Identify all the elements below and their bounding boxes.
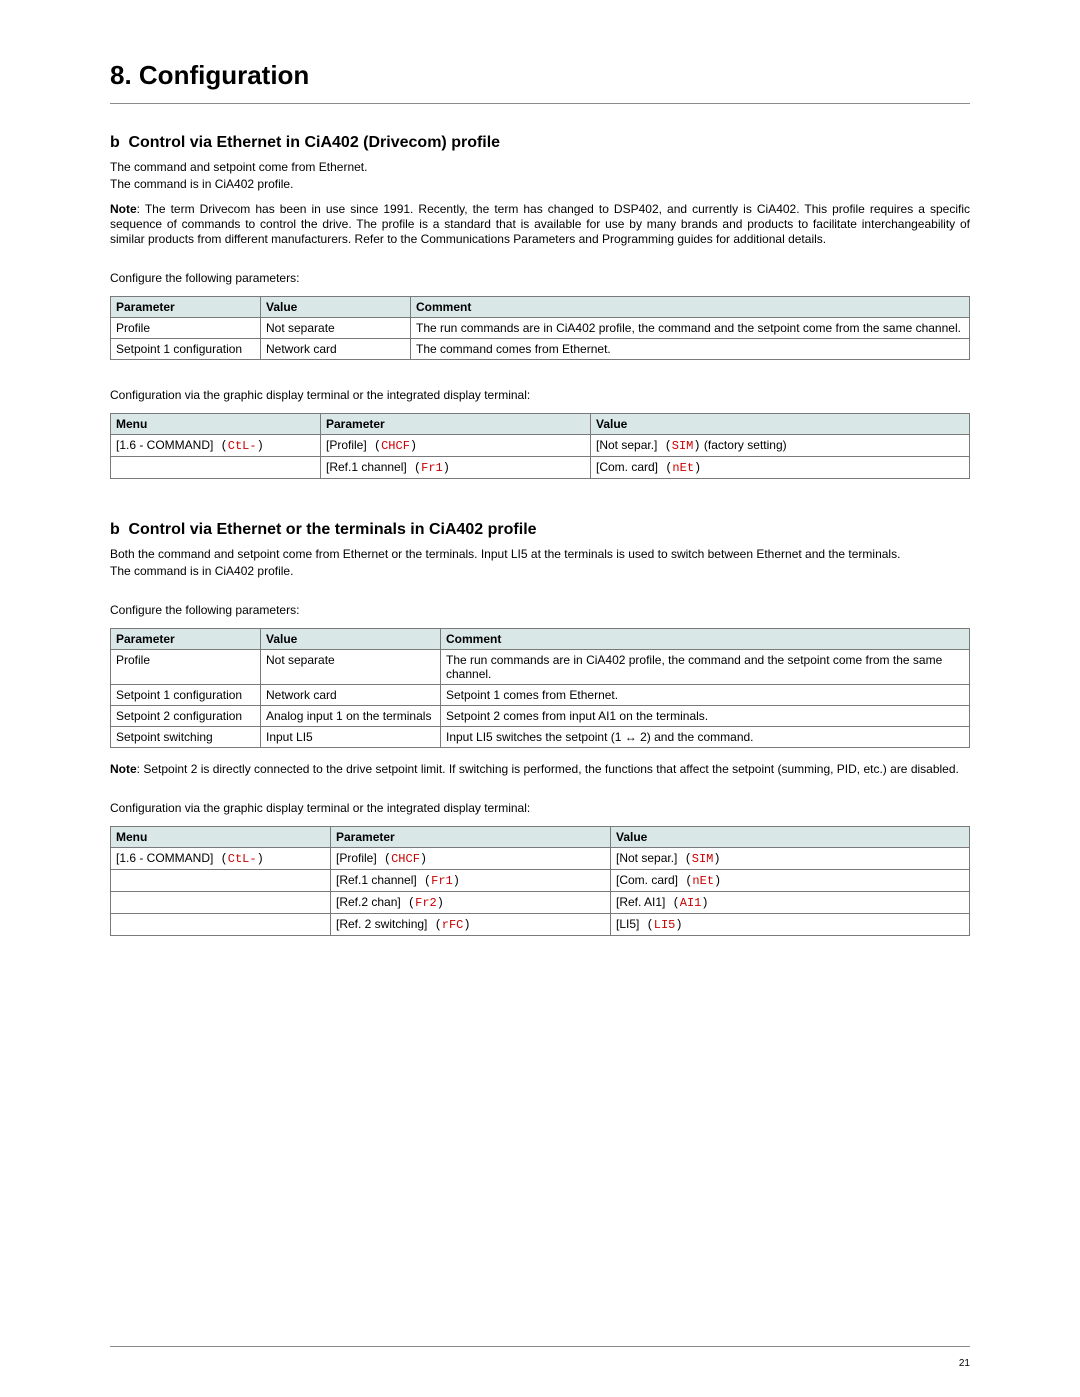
parameter-cell: [Ref.2 chan] (Fr2) — [331, 892, 611, 914]
table-cell: Input LI5 — [261, 727, 441, 748]
menu-cell: [1.6 - COMMAND] (CtL-) — [111, 848, 331, 870]
table-cell: Analog input 1 on the terminals — [261, 706, 441, 727]
table-header: Value — [611, 827, 970, 848]
table-row: [1.6 - COMMAND] (CtL-)[Profile] (CHCF)[N… — [111, 848, 970, 870]
parameter-cell: [Profile] (CHCF) — [331, 848, 611, 870]
table-cell: The run commands are in CiA402 profile, … — [411, 318, 970, 339]
value-cell: [Not separ.] (SIM) (factory setting) — [591, 435, 970, 457]
section2-title: Control via Ethernet or the terminals in… — [128, 521, 536, 538]
table-cell: Network card — [261, 685, 441, 706]
divider-top — [110, 103, 970, 104]
parameter-cell: [Ref.1 channel] (Fr1) — [331, 870, 611, 892]
table-row: ProfileNot separateThe run commands are … — [111, 318, 970, 339]
parameter-cell: [Ref. 2 switching] (rFC) — [331, 914, 611, 936]
table-header: Value — [591, 414, 970, 435]
note-text: : The term Drivecom has been in use sinc… — [110, 202, 970, 246]
section2-intro1: Both the command and setpoint come from … — [110, 547, 970, 562]
table-cell: Profile — [111, 650, 261, 685]
table-cell: Setpoint 1 configuration — [111, 339, 261, 360]
table-row: Setpoint switchingInput LI5Input LI5 swi… — [111, 727, 970, 748]
table-cell: Setpoint switching — [111, 727, 261, 748]
page-number: 21 — [959, 1358, 970, 1369]
note-label: Note — [110, 762, 137, 776]
section2-intro2: The command is in CiA402 profile. — [110, 564, 970, 579]
chapter-title: 8. Configuration — [110, 60, 970, 91]
section-marker: b — [110, 521, 124, 539]
section1-intro1: The command and setpoint come from Ether… — [110, 160, 970, 175]
table-row: [1.6 - COMMAND] (CtL-)[Profile] (CHCF)[N… — [111, 435, 970, 457]
table-header: Value — [261, 629, 441, 650]
section2-note: Note: Setpoint 2 is directly connected t… — [110, 762, 970, 777]
table-header: Value — [261, 297, 411, 318]
section-marker: b — [110, 134, 124, 152]
table-row: [Ref.1 channel] (Fr1)[Com. card] (nEt) — [111, 457, 970, 479]
table-header: Parameter — [111, 297, 261, 318]
parameter-cell: [Ref.1 channel] (Fr1) — [321, 457, 591, 479]
note-label: Note — [110, 202, 137, 216]
section1-title: Control via Ethernet in CiA402 (Drivecom… — [128, 134, 500, 151]
table-row: Setpoint 2 configurationAnalog input 1 o… — [111, 706, 970, 727]
menu-cell: [1.6 - COMMAND] (CtL-) — [111, 435, 321, 457]
menu-cell — [111, 892, 331, 914]
divider-bottom — [110, 1346, 970, 1347]
section1-intro2: The command is in CiA402 profile. — [110, 177, 970, 192]
table-header: Comment — [411, 297, 970, 318]
section2-configure-line: Configure the following parameters: — [110, 603, 970, 618]
table-row: Setpoint 1 configurationNetwork cardThe … — [111, 339, 970, 360]
section2-table1: ParameterValueCommentProfileNot separate… — [110, 628, 970, 748]
table-header: Parameter — [111, 629, 261, 650]
value-cell: [Com. card] (nEt) — [611, 870, 970, 892]
value-cell: [LI5] (LI5) — [611, 914, 970, 936]
table-cell: The command comes from Ethernet. — [411, 339, 970, 360]
table-header: Menu — [111, 414, 321, 435]
section2-heading: b Control via Ethernet or the terminals … — [110, 521, 970, 539]
table-row: ProfileNot separateThe run commands are … — [111, 650, 970, 685]
table-row: [Ref. 2 switching] (rFC)[LI5] (LI5) — [111, 914, 970, 936]
section1-configure-line: Configure the following parameters: — [110, 271, 970, 286]
section2-configvia: Configuration via the graphic display te… — [110, 801, 970, 816]
table-cell: Setpoint 1 configuration — [111, 685, 261, 706]
section2-table2: MenuParameterValue[1.6 - COMMAND] (CtL-)… — [110, 826, 970, 936]
table-header: Parameter — [331, 827, 611, 848]
section1-configvia: Configuration via the graphic display te… — [110, 388, 970, 403]
value-cell: [Ref. AI1] (AI1) — [611, 892, 970, 914]
table-row: Setpoint 1 configurationNetwork cardSetp… — [111, 685, 970, 706]
table-cell: Setpoint 2 comes from input AI1 on the t… — [441, 706, 970, 727]
table-cell: Not separate — [261, 318, 411, 339]
value-cell: [Com. card] (nEt) — [591, 457, 970, 479]
menu-cell — [111, 870, 331, 892]
table-header: Menu — [111, 827, 331, 848]
menu-cell — [111, 914, 331, 936]
table-cell: Input LI5 switches the setpoint (1 ↔ 2) … — [441, 727, 970, 748]
table-row: [Ref.1 channel] (Fr1)[Com. card] (nEt) — [111, 870, 970, 892]
section1-table2: MenuParameterValue[1.6 - COMMAND] (CtL-)… — [110, 413, 970, 479]
page: 8. Configuration b Control via Ethernet … — [0, 0, 1080, 1397]
table-cell: Profile — [111, 318, 261, 339]
parameter-cell: [Profile] (CHCF) — [321, 435, 591, 457]
menu-cell — [111, 457, 321, 479]
table-row: [Ref.2 chan] (Fr2)[Ref. AI1] (AI1) — [111, 892, 970, 914]
table-cell: Setpoint 2 configuration — [111, 706, 261, 727]
section1-table1: ParameterValueCommentProfileNot separate… — [110, 296, 970, 360]
table-cell: Network card — [261, 339, 411, 360]
table-cell: Not separate — [261, 650, 441, 685]
table-cell: Setpoint 1 comes from Ethernet. — [441, 685, 970, 706]
table-header: Parameter — [321, 414, 591, 435]
section1-note: Note: The term Drivecom has been in use … — [110, 202, 970, 247]
table-cell: The run commands are in CiA402 profile, … — [441, 650, 970, 685]
note-text: : Setpoint 2 is directly connected to th… — [137, 762, 959, 776]
section1-heading: b Control via Ethernet in CiA402 (Drivec… — [110, 134, 970, 152]
value-cell: [Not separ.] (SIM) — [611, 848, 970, 870]
table-header: Comment — [441, 629, 970, 650]
